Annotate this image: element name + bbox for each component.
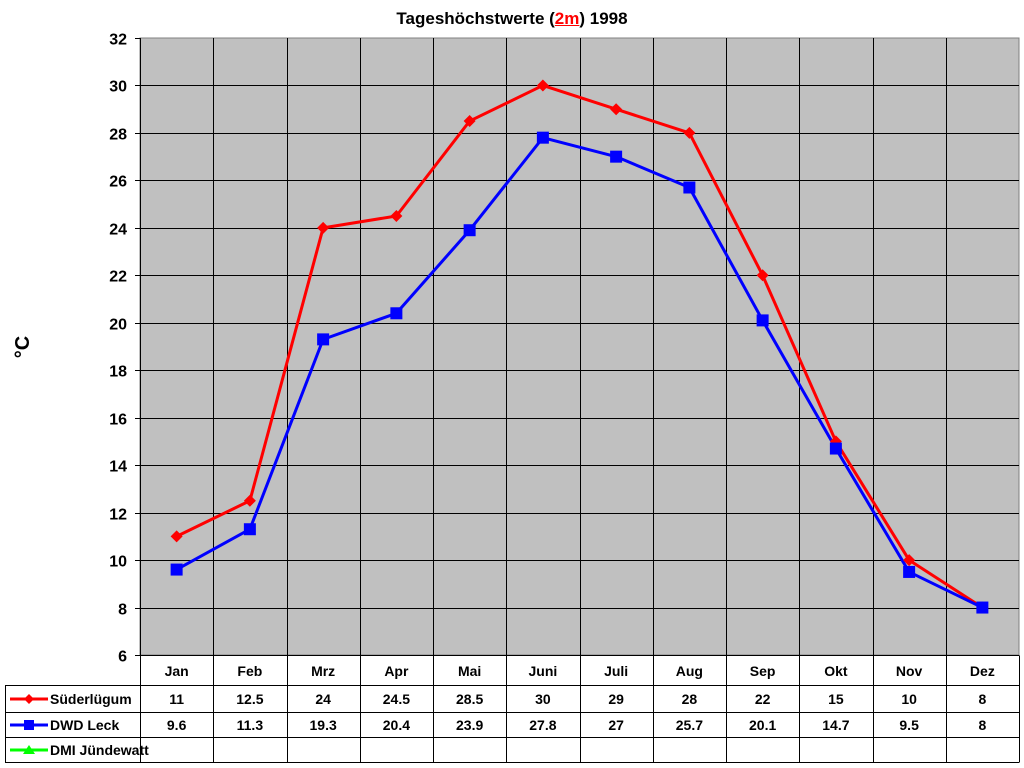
data-point-square [463,224,476,237]
table-value: 20.4 [383,717,410,733]
x-category-label: Nov [896,663,923,679]
table-value: 11 [169,691,184,707]
data-point-square [683,181,696,194]
data-point-diamond [243,494,256,507]
table-value: 8 [978,717,986,733]
table-value: 23.9 [456,717,483,733]
data-point-diamond [317,221,330,234]
table-value: 10 [901,691,917,707]
y-tick-label: 16 [109,412,127,429]
data-point-square [903,565,916,578]
table-value: 24.5 [383,691,410,707]
chart-title-highlight: 2m [554,9,580,28]
table-value: 30 [535,691,551,707]
chart-title-prefix: Tageshöchstwerte ( [396,9,555,28]
data-point-diamond [170,530,183,543]
y-tick-label: 14 [109,459,127,476]
table-value: 11.3 [237,717,264,733]
chart-title-suffix: ) 1998 [579,9,628,28]
y-tick-label: 32 [109,32,127,49]
data-point-square [390,307,403,320]
y-tick-label: 10 [109,554,127,571]
data-point-square [170,563,183,576]
table-value: 22 [755,691,771,707]
data-point-square [610,150,623,163]
legend-diamond-icon [24,694,34,704]
y-tick-label: 22 [109,269,127,286]
x-category-label: Mai [458,663,481,679]
table-value: 29 [608,691,624,707]
table-value: 24 [315,691,331,707]
table-value: 28.5 [456,691,483,707]
data-point-diamond [463,115,476,128]
y-tick-label: 30 [109,79,127,96]
x-category-label: Aug [676,663,703,679]
table-value: 19.3 [310,717,337,733]
x-category-label: Juli [604,663,628,679]
legend-triangle-icon [23,745,35,754]
data-point-square [829,442,842,455]
y-tick-label: 28 [109,127,127,144]
data-point-square [317,333,330,346]
data-point-diamond [683,126,696,139]
y-tick-label: 24 [109,222,127,239]
data-point-diamond [610,103,623,116]
table-value: 27 [608,717,624,733]
legend-label: DMI Jündewatt [50,742,149,758]
table-value: 9.6 [167,717,187,733]
y-tick-label: 6 [118,649,127,666]
plot-area [139,37,1020,656]
data-point-square [756,314,769,327]
y-tick-label: 20 [109,317,127,334]
table-value: 27.8 [529,717,556,733]
data-point-square [976,601,989,614]
table-value: 25.7 [676,717,703,733]
x-category-label: Juni [528,663,557,679]
chart-title: Tageshöchstwerte (2m) 1998 [0,9,1024,29]
legend-label: DWD Leck [50,717,119,733]
table-value: 8 [978,691,986,707]
legend-square-icon [24,720,34,730]
data-point-square [536,131,549,144]
table-value: 15 [828,691,844,707]
x-category-label: Dez [970,663,995,679]
x-category-label: Mrz [311,663,335,679]
table-value: 9.5 [899,717,919,733]
y-tick-label: 12 [109,507,127,524]
x-category-label: Okt [824,663,848,679]
data-point-diamond [536,79,549,92]
table-value: 28 [682,691,698,707]
y-tick-label: 26 [109,174,127,191]
table-value: 12.5 [236,691,263,707]
y-axis-label: °C [12,336,34,358]
data-point-diamond [903,554,916,567]
table-value: 20.1 [749,717,776,733]
series-line [175,136,984,609]
table-value: 14.7 [822,717,849,733]
data-point-diamond [390,209,403,222]
x-category-label: Sep [750,663,776,679]
y-tick-label: 18 [109,364,127,381]
series-line [175,83,984,609]
data-point-square [243,523,256,536]
x-category-label: Feb [237,663,262,679]
x-category-label: Apr [384,663,409,679]
x-category-label: Jan [165,663,189,679]
legend-label: Süderlügum [50,691,132,707]
data-point-diamond [756,269,769,282]
y-tick-label: 8 [118,602,127,619]
